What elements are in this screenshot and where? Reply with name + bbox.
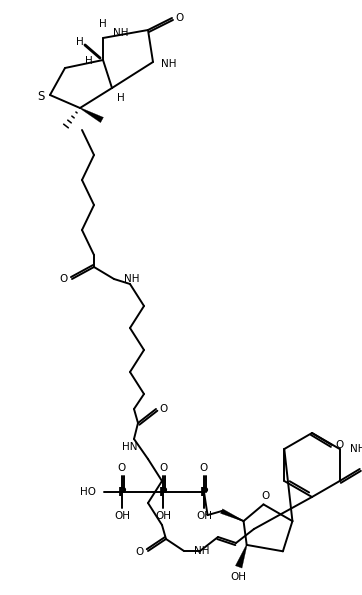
Polygon shape [80, 108, 104, 123]
Polygon shape [235, 545, 247, 568]
Text: HN: HN [122, 442, 138, 452]
Text: P: P [159, 486, 167, 499]
Text: O: O [176, 13, 184, 23]
Text: H: H [76, 37, 84, 47]
Polygon shape [220, 509, 244, 521]
Text: HO: HO [80, 487, 96, 497]
Text: O: O [336, 440, 344, 450]
Text: O: O [136, 547, 144, 557]
Text: S: S [37, 89, 45, 102]
Text: H: H [99, 19, 107, 29]
Text: O: O [60, 274, 68, 284]
Text: P: P [200, 486, 208, 499]
Text: NH: NH [113, 28, 129, 38]
Text: H: H [85, 56, 93, 66]
Text: OH: OH [196, 511, 212, 521]
Text: OH: OH [155, 511, 171, 521]
Text: O: O [261, 491, 270, 502]
Text: O: O [118, 463, 126, 473]
Text: NH: NH [350, 444, 362, 454]
Text: OH: OH [114, 511, 130, 521]
Text: O: O [159, 463, 167, 473]
Text: O: O [200, 463, 208, 473]
Text: NH: NH [161, 59, 177, 69]
Text: H: H [117, 93, 125, 103]
Text: NH: NH [124, 274, 139, 284]
Text: O: O [160, 404, 168, 414]
Text: NH: NH [194, 546, 210, 556]
Text: OH: OH [231, 572, 247, 582]
Text: P: P [118, 486, 126, 499]
